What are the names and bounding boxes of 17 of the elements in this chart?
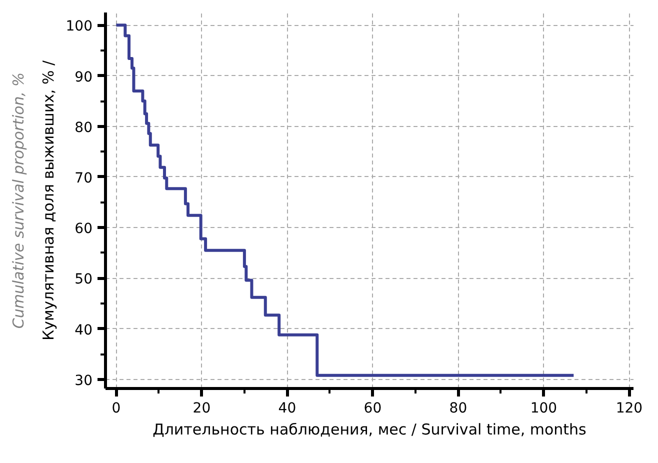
x-tick-label: 60: [364, 400, 382, 416]
y-tick-label: 40: [74, 322, 93, 338]
y-tick-label: 50: [74, 272, 93, 288]
x-axis-title: Длительность наблюдения, мес / Survival time, months: [152, 420, 587, 438]
x-tick-label: 0: [112, 400, 121, 416]
x-tick-label: 120: [616, 400, 643, 416]
y-axis-title: Кумулятивная доля выживших, % / Cumulative survival proportion, %: [10, 59, 58, 341]
y-tick-label: 80: [74, 120, 93, 136]
x-tick-label: 40: [278, 400, 296, 416]
x-tick-label: 80: [449, 400, 468, 416]
y-tick-label: 30: [74, 372, 93, 389]
x-tick-label: 20: [192, 400, 211, 416]
x-tick-label: 100: [530, 400, 558, 416]
y-tick-label: 70: [74, 170, 93, 186]
y-tick-label: 60: [74, 221, 93, 238]
y-tick-label: 90: [74, 69, 93, 86]
y-tick-label: 100: [66, 18, 93, 35]
